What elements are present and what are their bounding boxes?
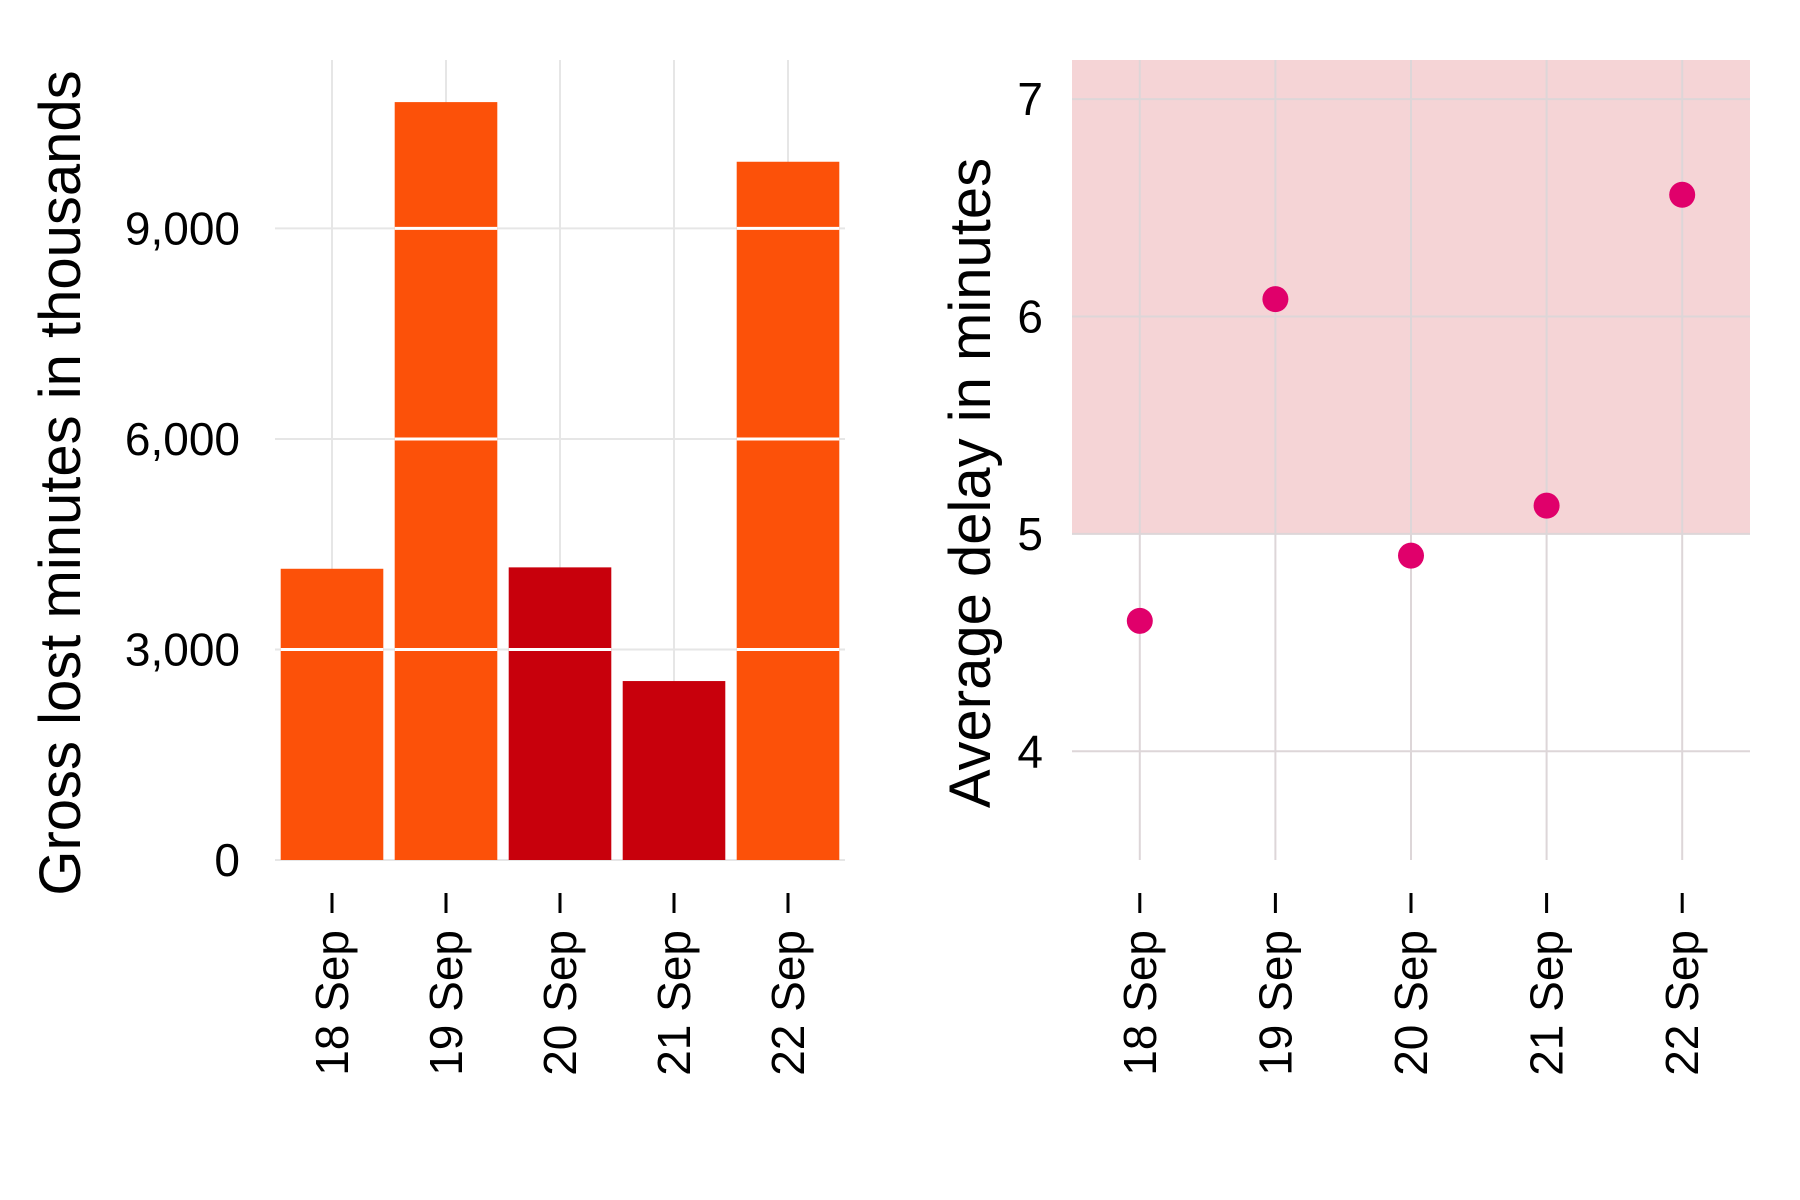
scatter-point — [1262, 286, 1289, 313]
scatter-point — [1398, 542, 1424, 569]
scatter-point — [1126, 607, 1153, 634]
bar-chart-y-tick-label: 9,000 — [125, 202, 240, 254]
scatter-chart-x-tick-label: 18 Sep — [1114, 930, 1166, 1076]
bar-chart-gross-lost-minutes: 0 3,000 6,000 9,000 18 Sep 19 Sep 20 Sep 21 Sep… — [28, 60, 845, 1076]
scatter-chart-y-tick-label: 7 — [1017, 73, 1043, 125]
scatter-chart-points — [1126, 181, 1696, 634]
scatter-chart-y-axis-title: Average delay in minutes — [938, 158, 1003, 808]
bar — [736, 161, 840, 860]
bar-chart-x-tick-label: 20 Sep — [534, 930, 586, 1076]
bar-chart-x-tick-label: 22 Sep — [762, 930, 814, 1076]
scatter-chart-x-tick-label: 21 Sep — [1521, 930, 1573, 1076]
bar-chart-y-tick-label: 3,000 — [125, 623, 240, 675]
bar-chart-axes: 0 3,000 6,000 9,000 18 Sep 19 Sep 20 Sep 21 Sep… — [125, 202, 814, 1075]
scatter-chart-average-delay: 4 5 6 7 18 Sep 19 Sep 20 Sep 21 Sep 22 Sep Avera… — [938, 60, 1750, 1076]
bar — [622, 681, 726, 860]
bar-chart-x-tick-label: 18 Sep — [306, 930, 358, 1076]
bar-chart-x-tick-label: 21 Sep — [648, 930, 700, 1076]
bar-chart-y-tick-label: 6,000 — [125, 413, 240, 465]
scatter-chart-y-tick-label: 4 — [1017, 725, 1043, 777]
scatter-chart-y-tick-label: 5 — [1017, 508, 1043, 560]
scatter-chart-x-tick-label: 20 Sep — [1385, 930, 1437, 1076]
bar-chart-y-tick-label: 0 — [214, 834, 240, 886]
scatter-point — [1669, 181, 1696, 208]
bar-chart-bars — [280, 102, 840, 860]
scatter-chart-x-tick-label: 22 Sep — [1656, 930, 1708, 1076]
scatter-chart-axes: 4 5 6 7 18 Sep 19 Sep 20 Sep 21 Sep 22 Sep — [1017, 73, 1708, 1076]
scatter-point — [1533, 492, 1560, 519]
bar — [394, 102, 498, 860]
scatter-chart-y-tick-label: 6 — [1017, 291, 1043, 343]
bar-chart-x-tick-label: 19 Sep — [420, 930, 472, 1076]
bar — [508, 567, 612, 860]
bar — [280, 568, 384, 860]
bar-chart-y-axis-title: Gross lost minutes in thousands — [28, 70, 93, 895]
scatter-chart-x-tick-label: 19 Sep — [1249, 930, 1301, 1076]
